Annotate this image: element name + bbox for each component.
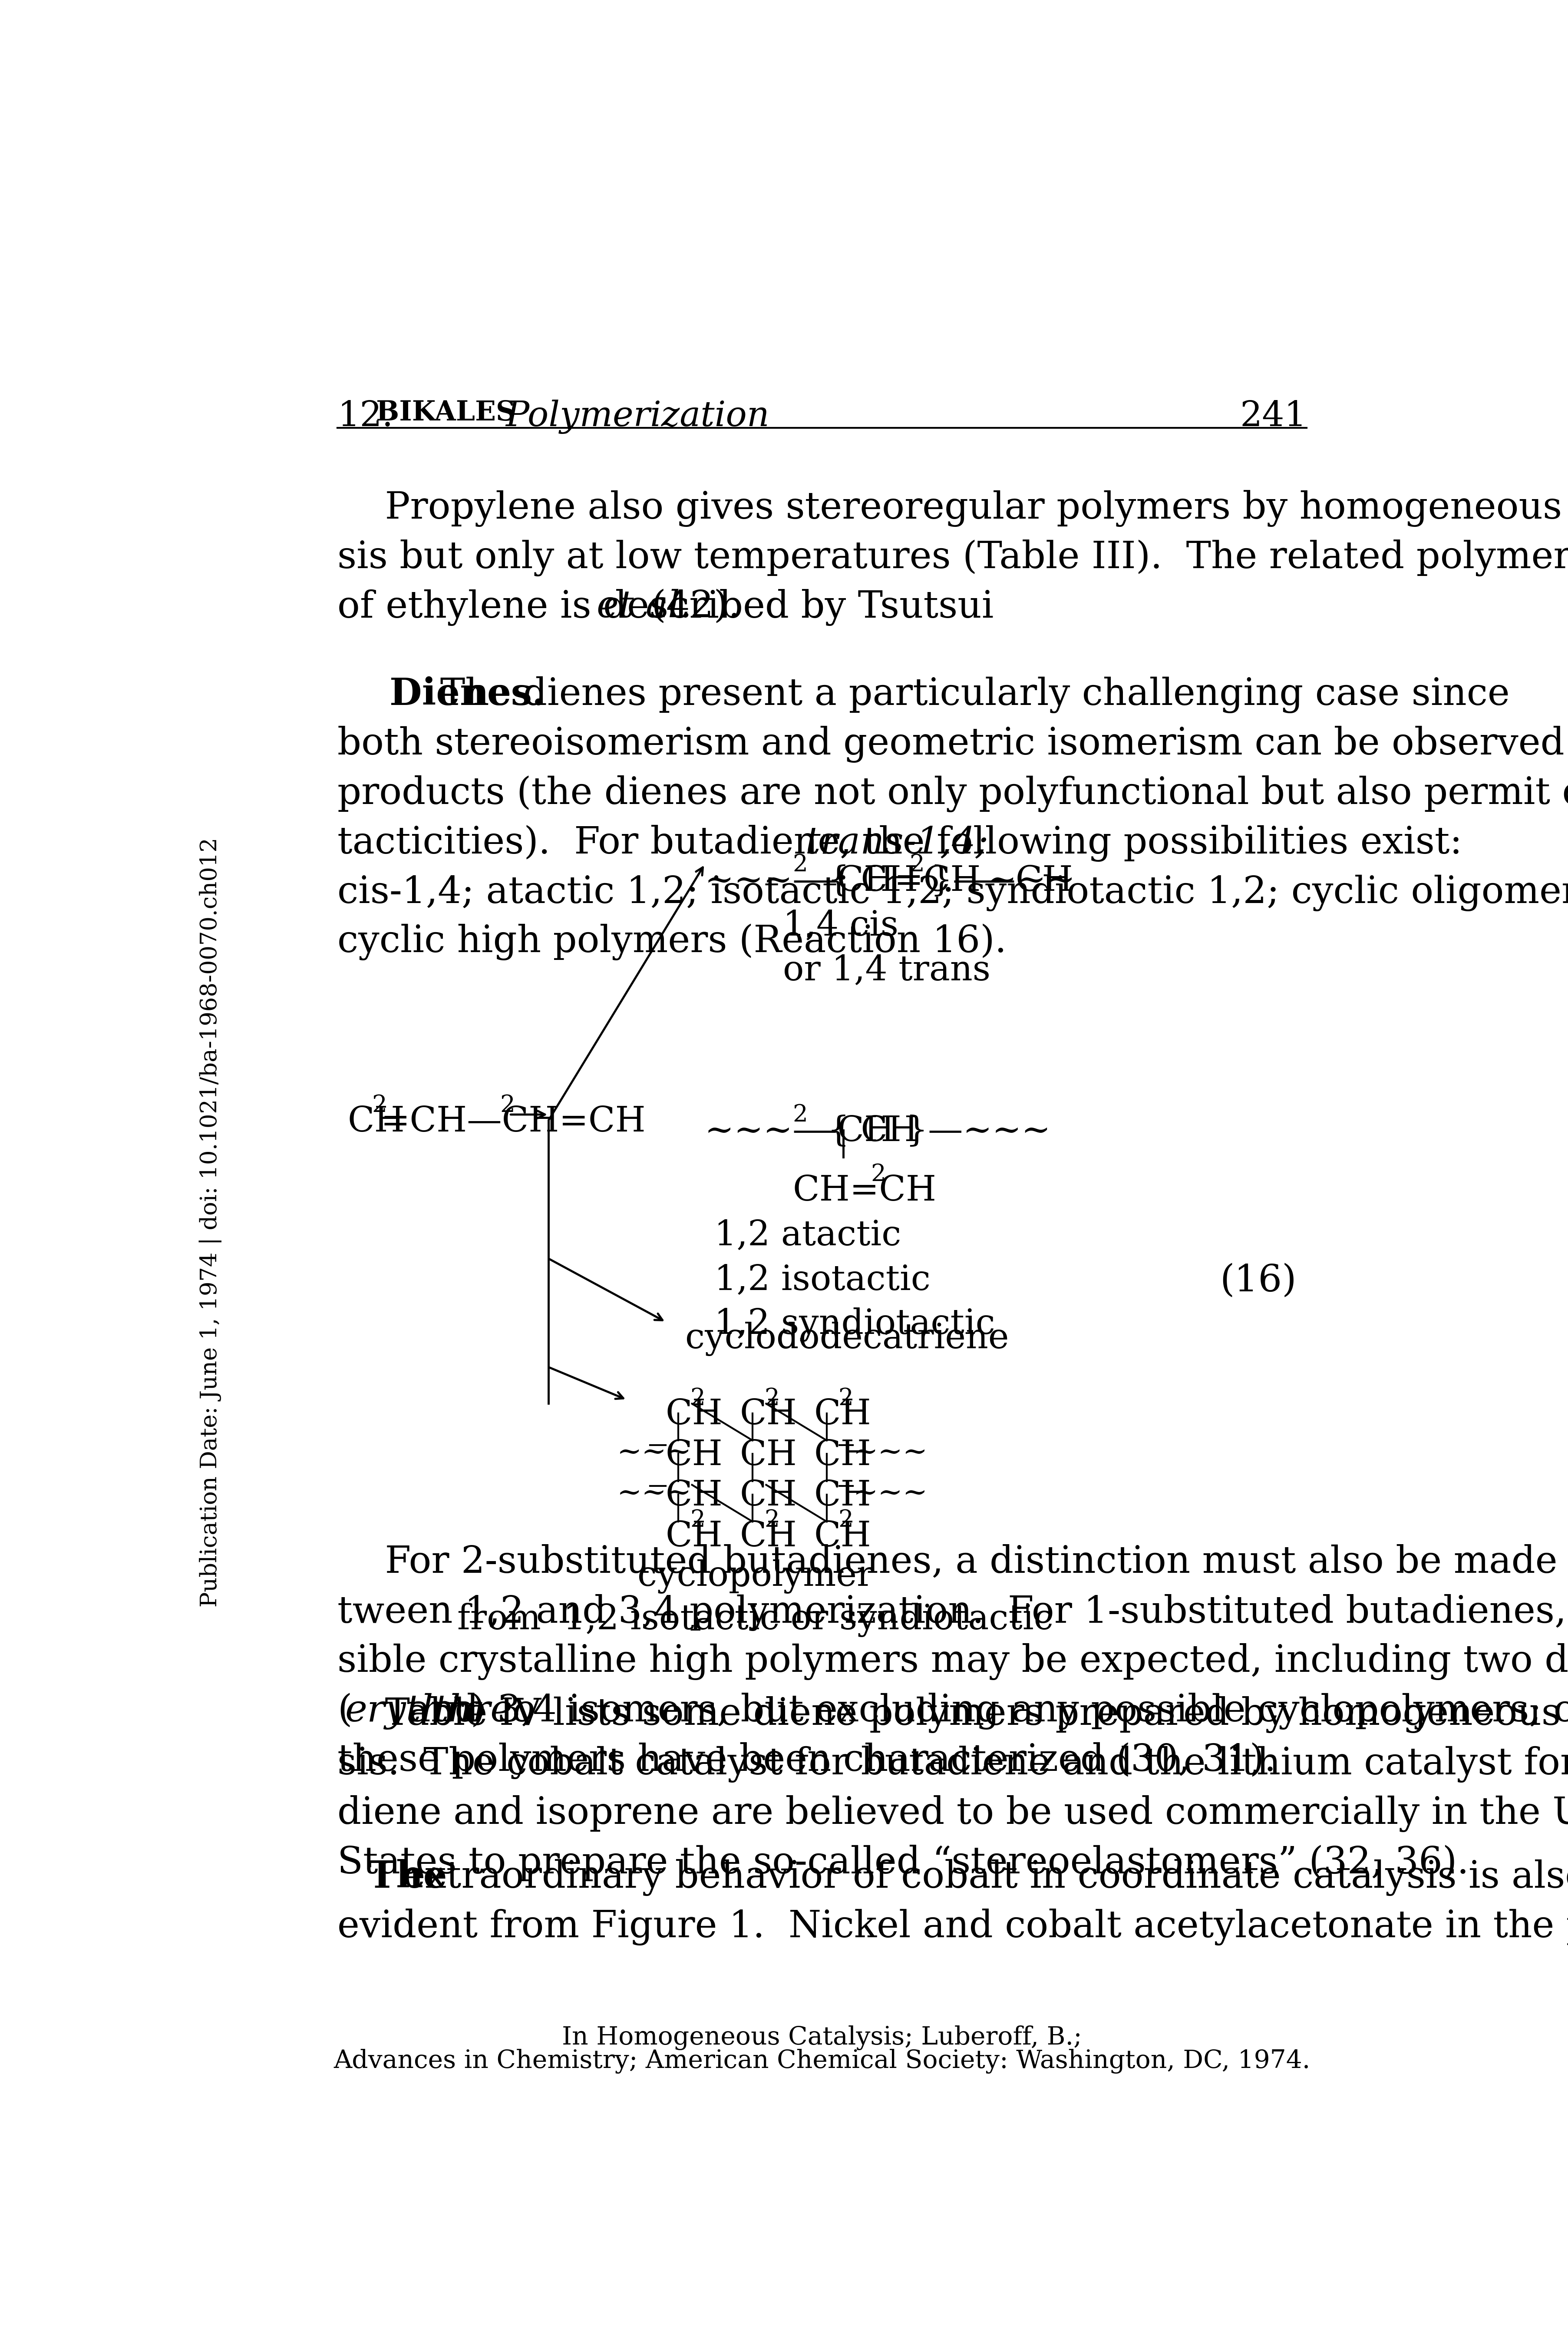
Text: of ethylene is described by Tsutsui: of ethylene is described by Tsutsui	[337, 590, 1005, 625]
Text: CH: CH	[814, 1438, 870, 1473]
Text: Polymerization: Polymerization	[505, 399, 770, 435]
Text: Dienes.: Dienes.	[337, 677, 544, 712]
Text: —CH=CH—CH: —CH=CH—CH	[803, 864, 1073, 897]
Text: 1,4 cis: 1,4 cis	[782, 909, 898, 942]
Text: 2: 2	[909, 853, 925, 876]
Text: CH: CH	[665, 1438, 723, 1473]
Text: 1,2 isotactic: 1,2 isotactic	[715, 1264, 930, 1297]
Text: CH=CH: CH=CH	[792, 1174, 936, 1207]
Text: 241: 241	[1239, 399, 1306, 432]
Text: or 1,4 trans: or 1,4 trans	[782, 954, 989, 987]
Text: both stereoisomerism and geometric isomerism can be observed in the: both stereoisomerism and geometric isome…	[337, 726, 1568, 763]
Text: products (the dienes are not only polyfunctional but also permit different: products (the dienes are not only polyfu…	[337, 775, 1568, 813]
Text: evident from Figure 1.  Nickel and cobalt acetylacetonate in the presence: evident from Figure 1. Nickel and cobalt…	[337, 1910, 1568, 1945]
Text: CH: CH	[665, 1520, 723, 1553]
Text: tacticities).  For butadiene, the following possibilities exist:: tacticities). For butadiene, the followi…	[337, 824, 1474, 862]
Text: and: and	[397, 1694, 491, 1729]
Text: CH: CH	[814, 1480, 870, 1513]
Text: The: The	[368, 1858, 447, 1896]
Text: 2: 2	[764, 1508, 779, 1532]
Text: For 2-substituted butadienes, a distinction must also be made be-: For 2-substituted butadienes, a distinct…	[337, 1543, 1568, 1581]
Text: 2: 2	[500, 1095, 514, 1116]
Text: }—~~~: }—~~~	[919, 864, 1076, 897]
Text: 2: 2	[764, 1388, 779, 1409]
Text: erythro: erythro	[345, 1694, 486, 1729]
Text: ~~~—{ CH: ~~~—{ CH	[704, 1113, 917, 1149]
Text: ~~~—{ CH: ~~~—{ CH	[704, 864, 917, 897]
Text: (16): (16)	[1220, 1264, 1297, 1299]
Text: BIKALES: BIKALES	[376, 399, 516, 425]
Text: ~~~: ~~~	[616, 1480, 691, 1508]
Text: ~~~: ~~~	[853, 1480, 928, 1508]
Text: 2: 2	[792, 853, 808, 876]
Text: Advances in Chemistry; American Chemical Society: Washington, DC, 1974.: Advances in Chemistry; American Chemical…	[334, 2048, 1309, 2074]
Text: extraordinary behavior of cobalt in coordinate catalysis is also: extraordinary behavior of cobalt in coor…	[390, 1858, 1568, 1896]
Text: 1,2 syndiotactic: 1,2 syndiotactic	[715, 1308, 996, 1341]
Text: —CH }—~~~: —CH }—~~~	[803, 1113, 1051, 1149]
Text: 2: 2	[690, 1508, 706, 1532]
Text: 2: 2	[839, 1388, 853, 1409]
Text: ) 3,4 isomers, but excluding any possible cyclopolymers; only three of: ) 3,4 isomers, but excluding any possibl…	[470, 1694, 1568, 1729]
Text: 1,2 atactic: 1,2 atactic	[715, 1219, 902, 1252]
Text: 2: 2	[839, 1508, 853, 1532]
Text: cis-1,4; atactic 1,2; isotactic 1,2; syndiotactic 1,2; cyclic oligomers; and: cis-1,4; atactic 1,2; isotactic 1,2; syn…	[337, 874, 1568, 911]
Text: 2: 2	[870, 1163, 886, 1186]
Text: cyclopolymer: cyclopolymer	[637, 1560, 873, 1593]
Text: CH: CH	[740, 1438, 797, 1473]
Text: =CH—CH=CH: =CH—CH=CH	[381, 1104, 646, 1139]
Text: from  1,2 isotactic or syndiotactic: from 1,2 isotactic or syndiotactic	[458, 1602, 1054, 1637]
Text: Propylene also gives stereoregular polymers by homogeneous cataly-: Propylene also gives stereoregular polym…	[337, 491, 1568, 526]
Text: The dienes present a particularly challenging case since: The dienes present a particularly challe…	[417, 677, 1510, 714]
Text: 2: 2	[372, 1095, 387, 1116]
Text: these polymers have been characterized (30, 31).: these polymers have been characterized (…	[337, 1743, 1276, 1778]
Text: CH: CH	[348, 1104, 405, 1139]
Text: trans-1,4;: trans-1,4;	[804, 824, 988, 860]
Text: cyclododecatriene: cyclododecatriene	[685, 1322, 1008, 1355]
Text: CH: CH	[665, 1480, 723, 1513]
Text: tween 1,2 and 3,4 polymerization.  For 1-substituted butadienes, 11 pos-: tween 1,2 and 3,4 polymerization. For 1-…	[337, 1595, 1568, 1630]
Text: 2: 2	[690, 1388, 706, 1409]
Text: et al.: et al.	[596, 590, 691, 625]
Text: sis but only at low temperatures (Table III).  The related polymerization: sis but only at low temperatures (Table …	[337, 540, 1568, 576]
Text: CH: CH	[740, 1480, 797, 1513]
Text: CH: CH	[740, 1398, 797, 1433]
Text: States to prepare the so-called “stereoelastomers” (32, 36).: States to prepare the so-called “stereoe…	[337, 1844, 1469, 1882]
Text: (: (	[337, 1694, 351, 1729]
Text: 12.: 12.	[337, 399, 394, 432]
Text: CH: CH	[740, 1520, 797, 1553]
Text: cyclic high polymers (Reaction 16).: cyclic high polymers (Reaction 16).	[337, 923, 1007, 961]
Text: diene and isoprene are believed to be used commercially in the United: diene and isoprene are believed to be us…	[337, 1795, 1568, 1832]
Text: Publication Date: June 1, 1974 | doi: 10.1021/ba-1968-0070.ch012: Publication Date: June 1, 1974 | doi: 10…	[199, 839, 223, 1607]
Text: CH: CH	[665, 1398, 723, 1433]
Text: CH: CH	[814, 1520, 870, 1553]
Text: threo: threo	[433, 1694, 535, 1729]
Text: sis.  The cobalt catalyst for butadiene and the lithium catalyst for buta-: sis. The cobalt catalyst for butadiene a…	[337, 1745, 1568, 1783]
Text: CH: CH	[814, 1398, 870, 1433]
Text: Table IV lists some diene polymers prepared by homogeneous cataly-: Table IV lists some diene polymers prepa…	[337, 1696, 1568, 1734]
Text: ~~~: ~~~	[853, 1438, 928, 1466]
Text: ~~~: ~~~	[616, 1438, 691, 1466]
Text: In Homogeneous Catalysis; Luberoff, B.;: In Homogeneous Catalysis; Luberoff, B.;	[561, 2025, 1082, 2051]
Text: 2: 2	[792, 1104, 808, 1128]
Text: (42).: (42).	[640, 590, 740, 625]
Text: sible crystalline high polymers may be expected, including two diisotactic: sible crystalline high polymers may be e…	[337, 1644, 1568, 1680]
